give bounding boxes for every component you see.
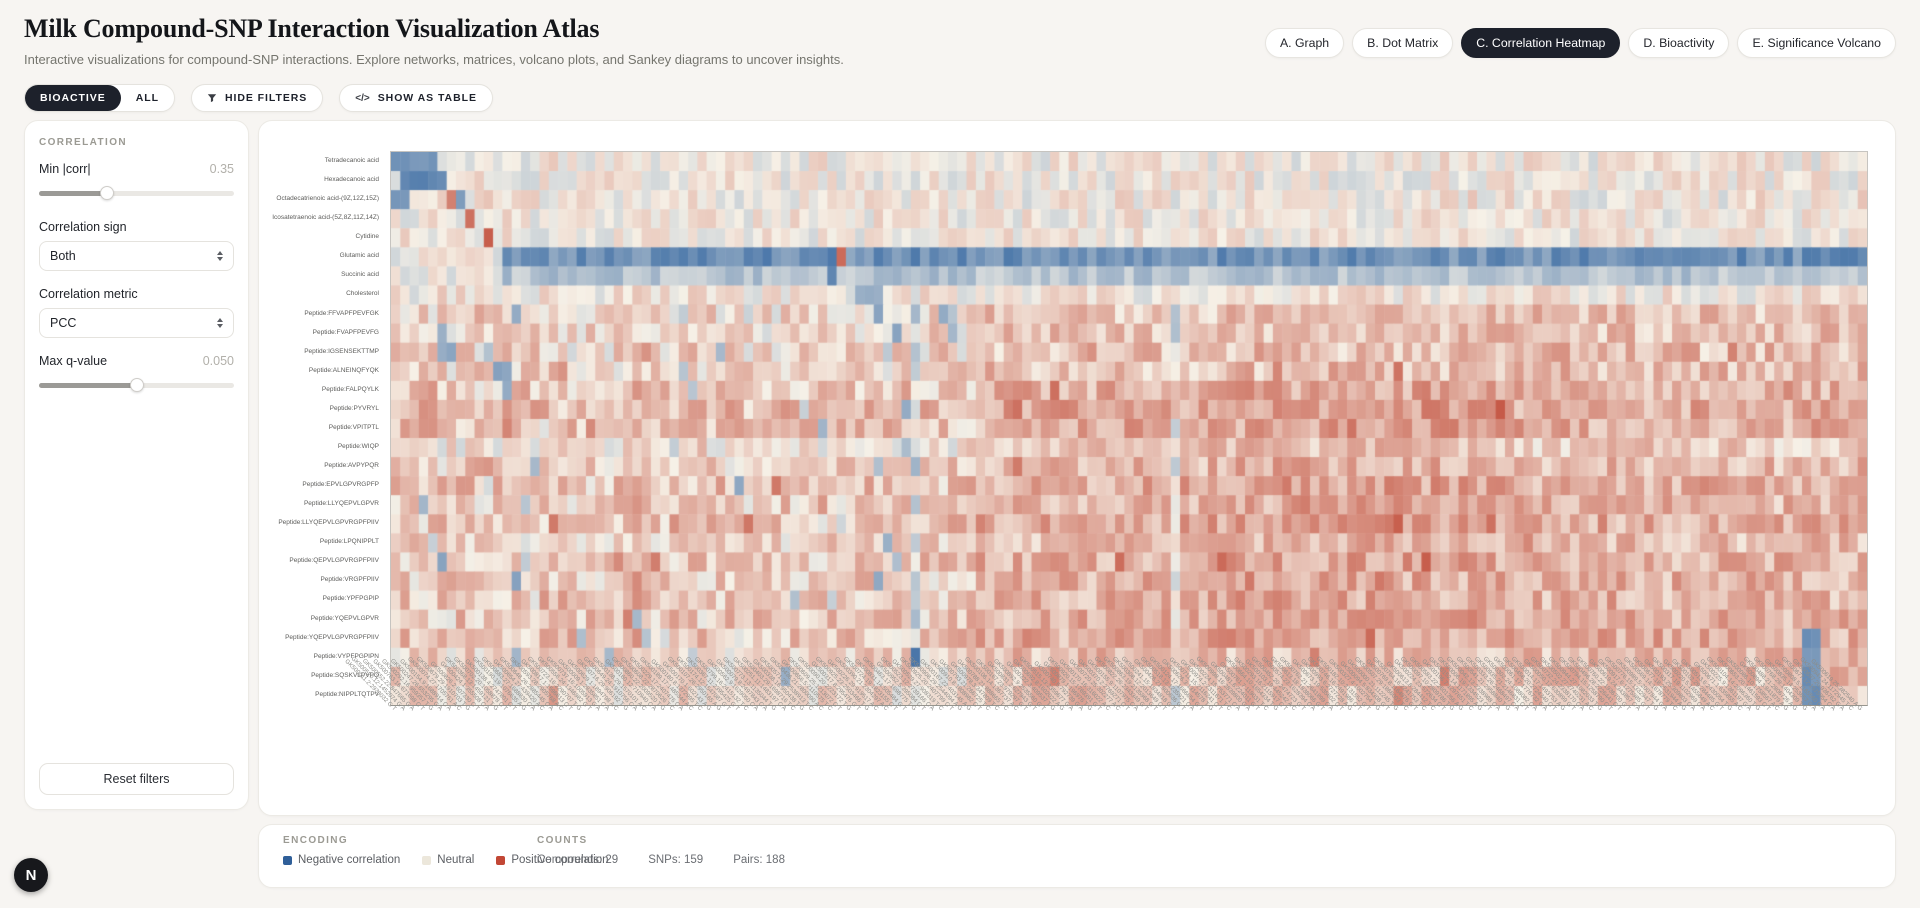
max-q-value: 0.050 xyxy=(202,354,234,368)
encoding-section-label: ENCODING xyxy=(283,835,349,846)
heatmap-row-label: Peptide:FFVAPFPEVFGK xyxy=(304,309,379,317)
tab-correlation-heatmap[interactable]: C. Correlation Heatmap xyxy=(1461,28,1621,58)
heatmap-row-label: Peptide:PYVRYL xyxy=(329,404,379,412)
tab-significance-volcano[interactable]: E. Significance Volcano xyxy=(1737,28,1896,58)
header: Milk Compound-SNP Interaction Visualizat… xyxy=(24,14,844,67)
heatmap-row-label: Peptide:SQSKVLPVPQ xyxy=(311,671,379,679)
tab-bioactivity[interactable]: D. Bioactivity xyxy=(1628,28,1730,58)
min-corr-slider[interactable] xyxy=(39,186,234,200)
pairs-count: Pairs: 188 xyxy=(733,854,785,866)
dev-overlay-badge[interactable]: N xyxy=(14,858,48,892)
heatmap-row-label: Peptide:VRGPFPIIV xyxy=(320,576,379,584)
bioactive-toggle-button[interactable]: BIOACTIVE xyxy=(25,85,121,111)
correlation-heatmap-canvas[interactable] xyxy=(391,152,1867,705)
counts-group: COUNTS Compounds: 29 SNPs: 159 Pairs: 18… xyxy=(537,835,785,866)
slider-thumb[interactable] xyxy=(129,378,144,392)
legend-label: Positive correlation xyxy=(511,854,609,866)
heatmap-row-label: Peptide:LPQNIPPLT xyxy=(319,538,379,546)
all-toggle-button[interactable]: ALL xyxy=(135,92,159,104)
viz-tabs: A. Graph B. Dot Matrix C. Correlation He… xyxy=(1264,28,1896,58)
heatmap-row-label: Cholesterol xyxy=(346,290,379,298)
slider-fill xyxy=(39,191,108,196)
corr-sign-value: Both xyxy=(50,249,76,263)
heatmap-row-label: Peptide:LLYQEPVLGPVR xyxy=(303,500,379,508)
show-as-table-button[interactable]: </> SHOW AS TABLE xyxy=(339,84,493,112)
hide-filters-label: HIDE FILTERS xyxy=(224,92,308,104)
heatmap-row-label: Peptide:LLYQEPVLGPVRGPFPIIV xyxy=(278,519,379,527)
compounds-count: Compounds: 29 xyxy=(537,854,619,866)
heatmap-row-label: Cytidine xyxy=(355,233,379,241)
legend-label: Negative correlation xyxy=(298,854,401,866)
corr-metric-value: PCC xyxy=(50,316,77,330)
counts-section-label: COUNTS xyxy=(537,835,588,846)
legend-bar: ENCODING Negative correlation Neutral Po… xyxy=(258,824,1896,888)
heatmap-row-label: Peptide:IGSENSEKTTMP xyxy=(304,347,379,355)
tab-dot-matrix[interactable]: B. Dot Matrix xyxy=(1352,28,1454,58)
neutral-swatch-icon xyxy=(422,855,432,865)
correlation-section-label: CORRELATION xyxy=(39,137,127,148)
filter-funnel-icon xyxy=(207,94,217,103)
filters-sidebar: CORRELATION Min |corr| 0.35 Correlation … xyxy=(24,120,249,810)
heatmap-row-labels: Tetradecanoic acid Hexadecanoic acid Octad… xyxy=(259,151,386,704)
legend-item-positive: Positive correlation xyxy=(496,854,609,866)
heatmap-col-labels: GK500011.2:2933032 G T GK500520.12:145207… xyxy=(343,656,1866,813)
tab-graph[interactable]: A. Graph xyxy=(1264,28,1345,58)
snps-count: SNPs: 159 xyxy=(648,854,704,866)
heatmap-row-label: Succinic acid xyxy=(341,271,379,279)
table-toggle-icon: </> xyxy=(355,92,370,104)
heatmap-panel: Tetradecanoic acid Hexadecanoic acid Octad… xyxy=(258,120,1896,816)
show-as-table-label: SHOW AS TABLE xyxy=(377,92,477,104)
heatmap-row-label: Tetradecanoic acid xyxy=(324,157,379,164)
dataset-toggle: BIOACTIVE ALL xyxy=(24,84,175,112)
max-q-slider[interactable] xyxy=(39,378,234,392)
heatmap-row-label: Peptide:EPVLGPVRGPFP xyxy=(302,481,379,489)
max-q-label: Max q-value xyxy=(39,354,108,368)
page-subtitle: Interactive visualizations for compound-… xyxy=(24,52,844,67)
slider-thumb[interactable] xyxy=(100,186,115,200)
heatmap-row-label: Octadecatrienoic acid-(9Z,12Z,15Z) xyxy=(276,195,379,203)
select-chevrons-icon xyxy=(217,318,223,328)
encoding-group: ENCODING Negative correlation Neutral Po… xyxy=(283,835,609,866)
hide-filters-button[interactable]: HIDE FILTERS xyxy=(190,84,324,112)
min-corr-value: 0.35 xyxy=(209,162,234,176)
corr-sign-label: Correlation sign xyxy=(39,220,127,234)
corr-sign-select[interactable]: Both xyxy=(39,241,234,271)
corr-metric-select[interactable]: PCC xyxy=(39,308,234,338)
min-corr-label: Min |corr| xyxy=(39,162,91,176)
corr-metric-label: Correlation metric xyxy=(39,287,138,301)
reset-filters-button[interactable]: Reset filters xyxy=(39,763,234,795)
heatmap-row-label: Peptide:ALNEINQFYQK xyxy=(308,366,379,374)
heatmap-plot xyxy=(390,151,1868,706)
heatmap-row-label: Peptide:FVAPFPEVFG xyxy=(312,328,379,336)
heatmap-row-label: Peptide:VPITPTL xyxy=(328,423,379,431)
heatmap-row-label: Glutamic acid xyxy=(339,252,379,260)
heatmap-row-label: Icosatetraenoic acid-(5Z,8Z,11Z,14Z) xyxy=(272,214,379,222)
heatmap-row-label: Peptide:YQEPVLGPVR xyxy=(310,614,379,622)
heatmap-row-label: Peptide:WIQP xyxy=(337,442,379,450)
positive-swatch-icon xyxy=(496,855,506,865)
heatmap-row-label: Peptide:NIPPLTQTPV xyxy=(315,690,379,698)
negative-swatch-icon xyxy=(283,855,292,865)
legend-item-neutral: Neutral xyxy=(422,854,474,866)
heatmap-row-label: Hexadecanoic acid xyxy=(324,176,379,184)
legend-item-negative: Negative correlation xyxy=(283,854,400,866)
select-chevrons-icon xyxy=(217,251,223,261)
heatmap-row-label: Peptide:QEPVLGPVRGPFPIIV xyxy=(289,557,379,565)
heatmap-row-label: Peptide:AVPYPQR xyxy=(324,462,379,469)
slider-track[interactable] xyxy=(39,191,234,196)
heatmap-row-label: Peptide:YQEPVLGPVRGPFPIIV xyxy=(285,633,379,641)
slider-fill xyxy=(39,383,137,388)
legend-label: Neutral xyxy=(437,854,475,866)
page-title: Milk Compound-SNP Interaction Visualizat… xyxy=(24,14,600,43)
heatmap-row-label: Peptide:YPFPGPIP xyxy=(322,595,379,603)
controls-row: BIOACTIVE ALL HIDE FILTERS </> SHOW AS T… xyxy=(24,84,493,112)
heatmap-row-label: Peptide:VYPFPGPIPN xyxy=(313,652,379,660)
heatmap-row-label: Peptide:FALPQYLK xyxy=(321,385,379,393)
